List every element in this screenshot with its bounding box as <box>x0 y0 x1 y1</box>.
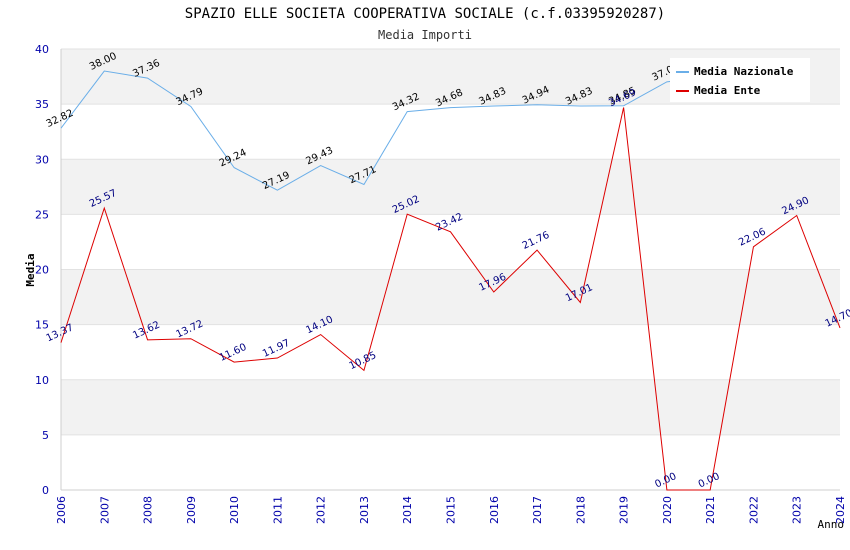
y-tick-label: 0 <box>42 484 49 497</box>
data-label: 0.00 <box>697 471 722 490</box>
x-tick-label: 2015 <box>445 496 458 524</box>
y-tick-label: 30 <box>35 153 49 166</box>
y-tick-label: 35 <box>35 98 49 111</box>
x-tick-label: 2016 <box>488 496 501 524</box>
legend-background <box>670 58 810 102</box>
legend-label-ente: Media Ente <box>694 84 761 97</box>
x-axis-label: Anno <box>818 518 845 531</box>
y-tick-label: 5 <box>42 429 49 442</box>
series-line <box>60 70 711 191</box>
grid-band <box>61 159 840 215</box>
x-tick-labels: 2006 2007 2008 2009 2010 2011 2012 2013 2014 2015… <box>55 496 847 524</box>
y-tick-label: 10 <box>35 374 49 387</box>
data-label: 11.97 <box>261 338 292 360</box>
x-tick-label: 2021 <box>704 496 717 524</box>
y-axis-label: Media <box>24 253 37 286</box>
x-tick-label: 2023 <box>791 496 804 524</box>
data-label: 0.00 <box>653 471 678 490</box>
x-tick-label: 2013 <box>358 496 371 524</box>
data-label: 13.37 <box>45 322 76 344</box>
chart-subtitle: Media Importi <box>378 28 472 42</box>
y-tick-label: 40 <box>35 43 49 56</box>
x-tick-label: 2006 <box>55 496 68 524</box>
series-lines <box>60 70 841 491</box>
x-tick-label: 2007 <box>98 496 111 524</box>
legend-label-nazionale: Media Nazionale <box>694 65 794 78</box>
data-label: 32.82 <box>45 108 76 130</box>
chart-title: SPAZIO ELLE SOCIETA COOPERATIVA SOCIALE … <box>185 6 665 22</box>
grid-band <box>61 269 840 325</box>
x-tick-label: 2008 <box>142 496 155 524</box>
data-label: 22.06 <box>737 226 768 248</box>
x-tick-label: 2009 <box>185 496 198 524</box>
x-tick-label: 2014 <box>401 496 414 524</box>
y-tick-label: 15 <box>35 319 49 332</box>
x-tick-label: 2010 <box>228 496 241 524</box>
x-tick-label: 2017 <box>531 496 544 524</box>
y-tick-labels: 0 5 10 15 20 25 30 35 40 <box>35 43 49 497</box>
data-label: 11.60 <box>218 342 249 364</box>
x-tick-label: 2020 <box>661 496 674 524</box>
data-label: 10.85 <box>348 350 379 372</box>
data-label: 21.76 <box>521 230 552 252</box>
x-tick-label: 2012 <box>315 496 328 524</box>
legend: Media Nazionale Media Ente <box>670 58 810 102</box>
grid-band <box>61 379 840 435</box>
x-tick-label: 2022 <box>747 496 760 524</box>
x-tick-label: 2011 <box>271 496 284 524</box>
x-tick-label: 2018 <box>574 496 587 524</box>
x-tick-label: 2024 <box>834 496 847 524</box>
x-tick-label: 2019 <box>618 496 631 524</box>
y-tick-label: 20 <box>35 264 49 277</box>
y-tick-label: 25 <box>35 208 49 221</box>
